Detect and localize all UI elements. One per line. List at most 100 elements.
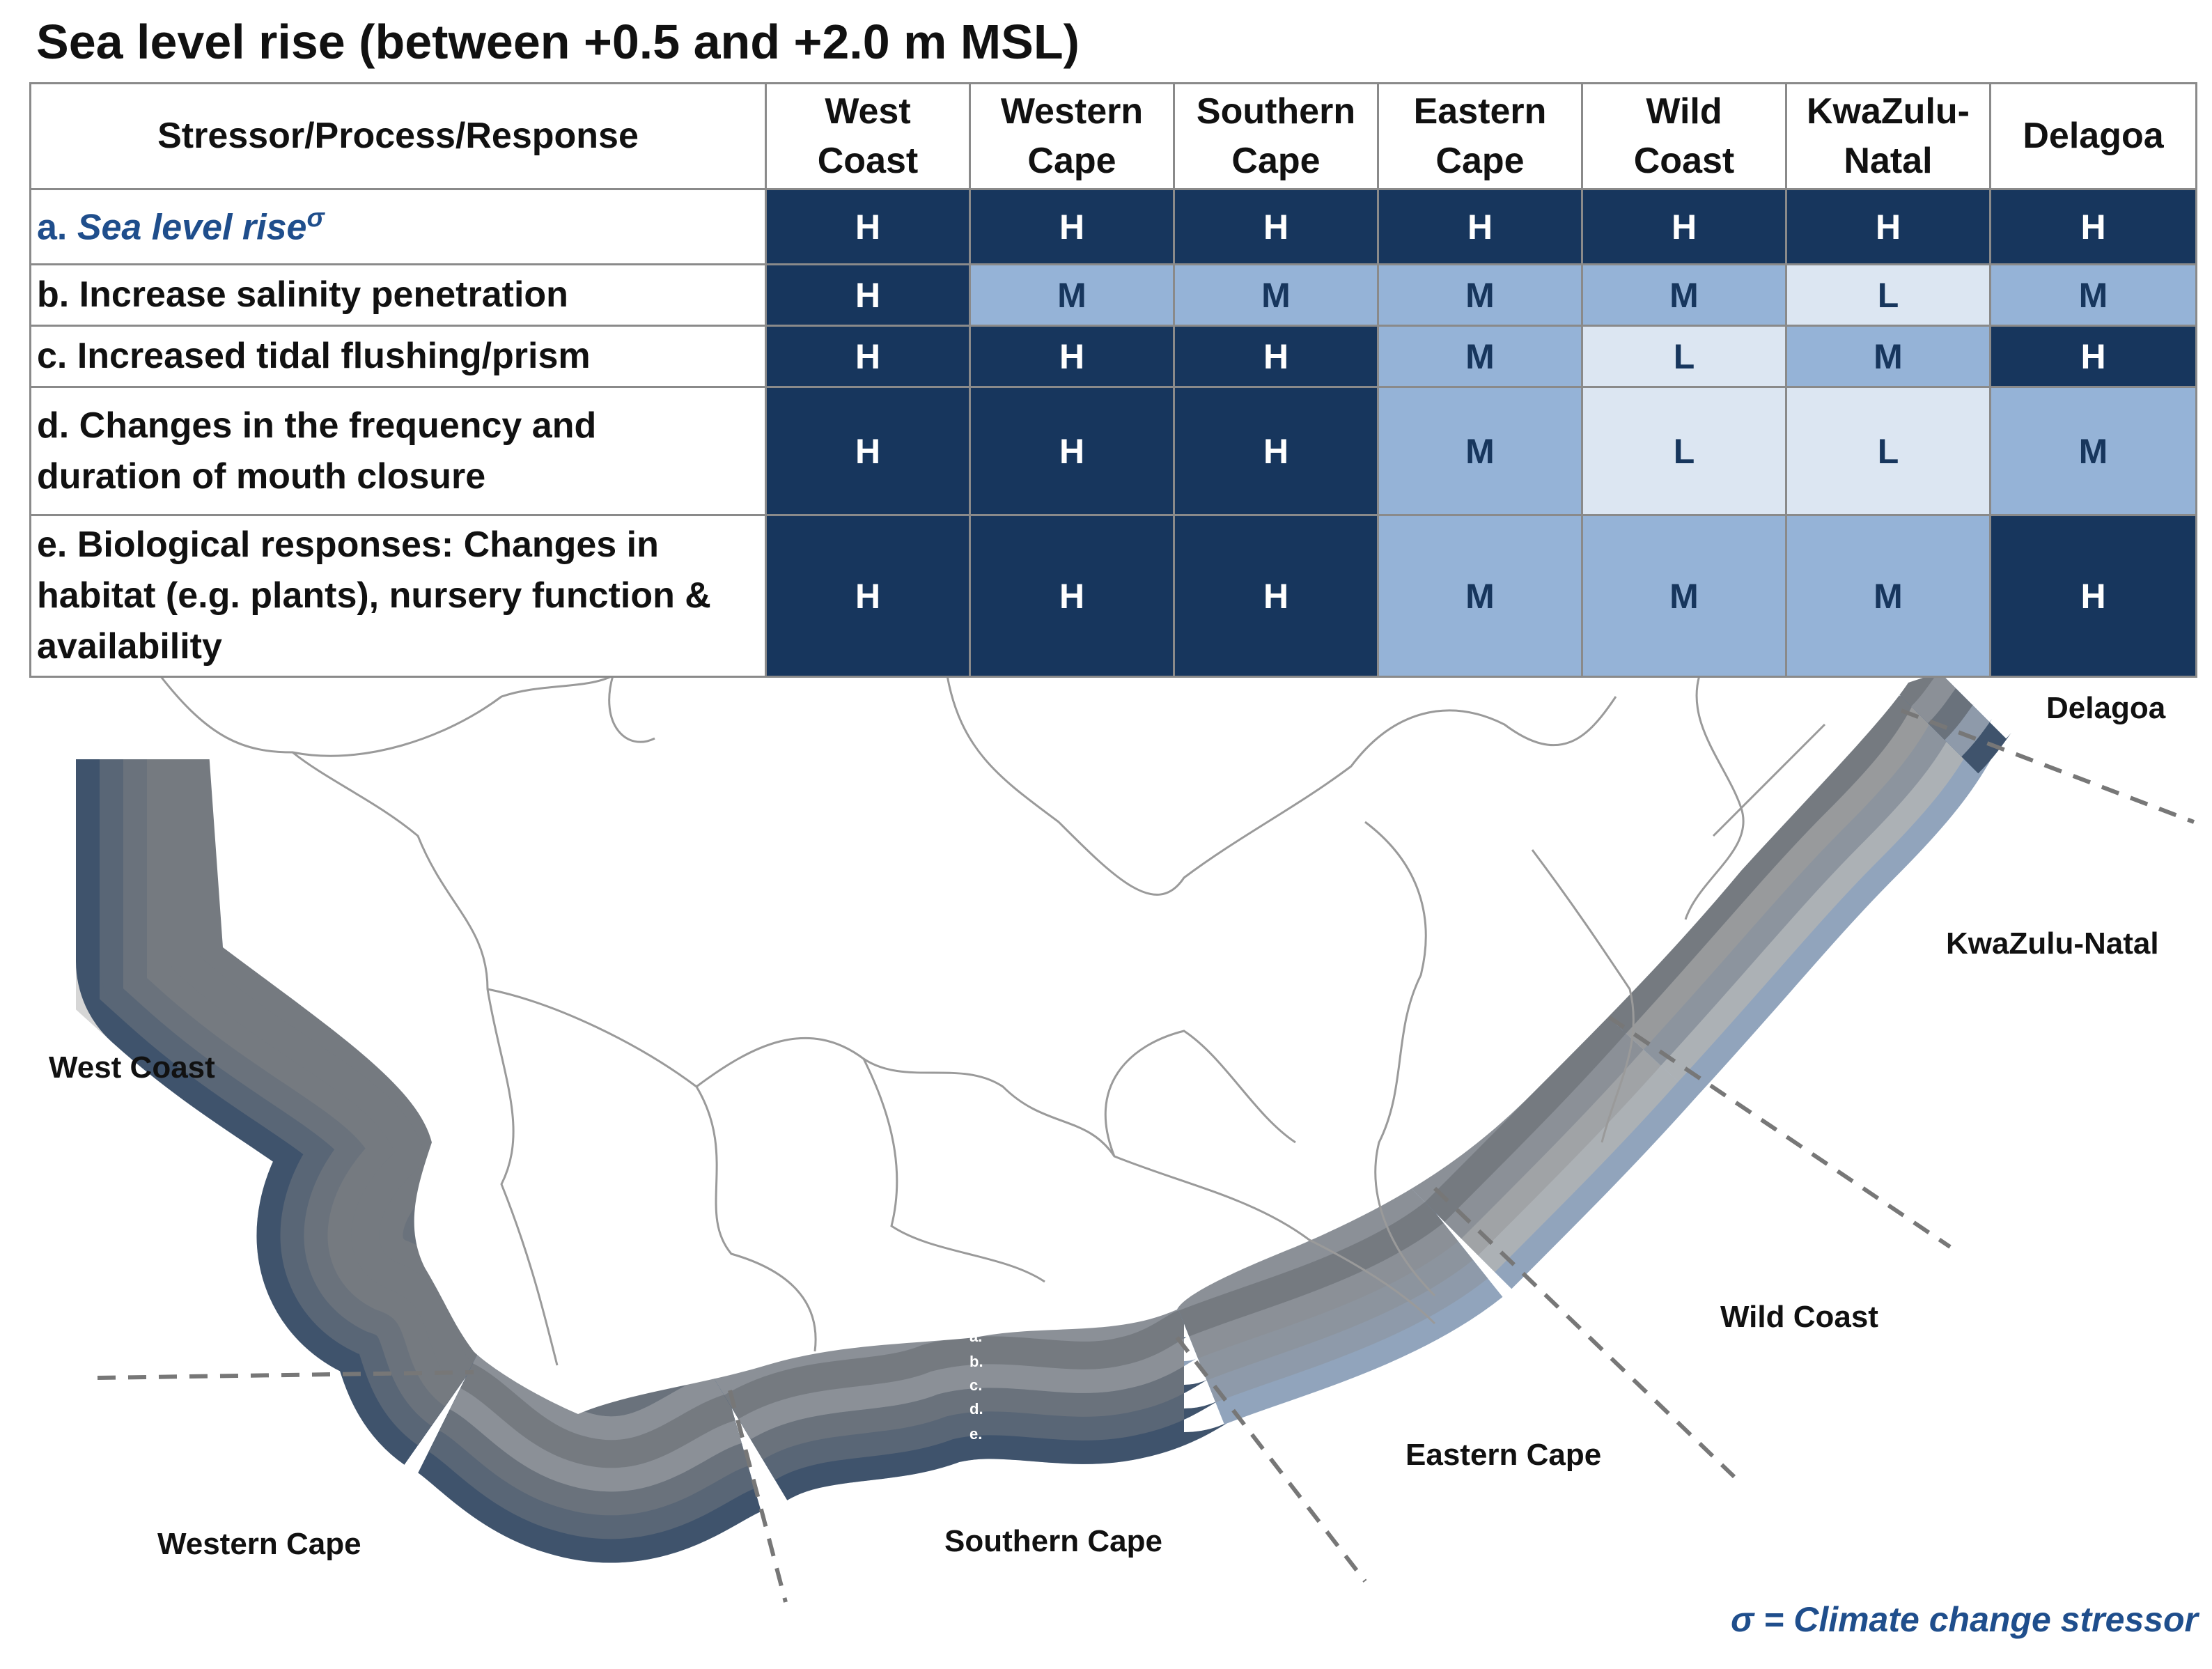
header-eastern-cape: Eastern Cape xyxy=(1377,82,1583,190)
label-delagoa: Delagoa xyxy=(2046,691,2166,725)
rating-cell: H xyxy=(1173,188,1379,265)
band-divider xyxy=(699,1262,1210,1461)
rating-cell: H xyxy=(969,514,1175,678)
band-divider xyxy=(1152,1144,1488,1403)
band-divider xyxy=(675,1215,1233,1503)
band-divider xyxy=(1357,952,1697,1289)
rating-cell: H xyxy=(1581,188,1787,265)
band-letter-d: d. xyxy=(969,1400,983,1418)
label-wild-coast: Wild Coast xyxy=(1720,1300,1878,1334)
label-kwazulu-natal: KwaZulu-Natal xyxy=(1946,926,2159,961)
header-stressor: Stressor/Process/Response xyxy=(29,82,767,190)
band-divider xyxy=(1169,1182,1458,1359)
header-line: Wild xyxy=(1646,91,1722,132)
band-divider xyxy=(449,1342,743,1492)
rating-cell: H xyxy=(1173,514,1379,678)
coastal-band-a xyxy=(1424,1014,1626,1222)
header-line: Coast xyxy=(817,140,919,181)
header-delagoa: Delagoa xyxy=(1989,82,2197,190)
band-divider xyxy=(712,1286,1198,1441)
rating-cell: H xyxy=(1377,188,1583,265)
band-divider xyxy=(1553,657,1978,1082)
band-letter-a: a. xyxy=(969,1328,983,1345)
band-divider xyxy=(76,759,550,1465)
rating-cell: H xyxy=(969,386,1175,516)
rating-cell: H xyxy=(969,188,1175,265)
coastal-band-a xyxy=(1178,1201,1444,1337)
coastal-band-a xyxy=(460,1363,736,1468)
label-western-cape: Western Cape xyxy=(157,1527,361,1561)
band-letter-c: c. xyxy=(969,1376,983,1394)
page-title: Sea level rise (between +0.5 and +2.0 m … xyxy=(36,15,1080,69)
header-line: Western xyxy=(1000,91,1144,132)
row-label: d. Changes in the frequency and duration … xyxy=(29,386,767,516)
table-row: d. Changes in the frequency and duration … xyxy=(29,386,2197,516)
rating-cell: M xyxy=(1377,514,1583,678)
rating-cell: M xyxy=(1581,514,1787,678)
rating-cell: L xyxy=(1581,386,1787,516)
band-divider xyxy=(1571,668,1956,1066)
footnote-climate-stressor: σ = Climate change stressor xyxy=(1731,1600,2198,1639)
rating-cell: M xyxy=(1377,386,1583,516)
band-divider xyxy=(1161,1163,1473,1381)
province-boundaries xyxy=(159,674,1826,1366)
rating-cell: H xyxy=(765,263,971,327)
rating-cell: H xyxy=(1173,325,1379,388)
row-label-prefix: a. xyxy=(37,207,77,248)
row-label: a. Sea level riseσ xyxy=(29,188,767,265)
header-line: KwaZulu- xyxy=(1807,91,1970,132)
header-line: Eastern xyxy=(1413,91,1547,132)
header-line: Delagoa xyxy=(2023,116,2164,157)
band-divider xyxy=(100,759,529,1445)
header-wild-coast: Wild Coast xyxy=(1581,82,1787,190)
band-divider xyxy=(414,1278,765,1563)
label-southern-cape: Southern Cape xyxy=(944,1524,1162,1558)
band-divider xyxy=(426,1299,758,1539)
header-line: Natal xyxy=(1844,140,1933,181)
table-row: e. Biological responses: Changes in habit… xyxy=(29,514,2197,678)
band-letter-b: b. xyxy=(969,1353,983,1370)
row-label: c. Increased tidal flushing/prism xyxy=(29,325,767,388)
label-eastern-cape: Eastern Cape xyxy=(1405,1438,1602,1472)
band-divider xyxy=(1536,646,1999,1098)
coastal-band-a xyxy=(171,759,476,1388)
row-label-line: habitat (e.g. plants), nursery function … xyxy=(37,575,711,616)
rating-cell: M xyxy=(1785,325,1991,388)
row-label-text: Sea level rise xyxy=(77,207,307,248)
rating-cell: L xyxy=(1581,325,1787,388)
row-label: b. Increase salinity penetration xyxy=(29,263,767,327)
row-label-line: e. Biological responses: Changes in xyxy=(37,525,659,566)
label-west-coast: West Coast xyxy=(49,1050,215,1085)
header-line: West xyxy=(825,91,911,132)
rating-cell: M xyxy=(1581,263,1787,327)
rating-cell: H xyxy=(765,514,971,678)
rating-cell: H xyxy=(1989,514,2197,678)
band-divider xyxy=(123,759,508,1427)
band-divider xyxy=(1588,679,1936,1050)
rating-cell: M xyxy=(1377,325,1583,388)
stressor-table: Stressor/Process/Response West Coast West… xyxy=(29,82,2197,678)
rating-cell: M xyxy=(1785,514,1991,678)
rating-cell: H xyxy=(765,325,971,388)
row-label-line: duration of mouth closure xyxy=(37,456,486,497)
band-divider xyxy=(1374,967,1680,1273)
rating-cell: L xyxy=(1785,386,1991,516)
band-divider xyxy=(1391,983,1662,1256)
rating-cell: M xyxy=(1989,263,2197,327)
header-line: Cape xyxy=(1027,140,1116,181)
row-label: e. Biological responses: Changes in habit… xyxy=(29,514,767,678)
rating-cell: H xyxy=(1785,188,1991,265)
rating-cell: L xyxy=(1785,263,1991,327)
header-line: Coast xyxy=(1633,140,1735,181)
header-row: Stressor/Process/Response West Coast West… xyxy=(29,82,2197,190)
header-west-coast: West Coast xyxy=(765,82,971,190)
coastal-band-a xyxy=(724,1310,1188,1420)
band-divider xyxy=(1408,999,1644,1239)
row-label-line: d. Changes in the frequency and xyxy=(37,405,597,446)
rating-cell: M xyxy=(1173,263,1379,327)
rating-cell: M xyxy=(1377,263,1583,327)
band-letter-e: e. xyxy=(969,1425,983,1443)
